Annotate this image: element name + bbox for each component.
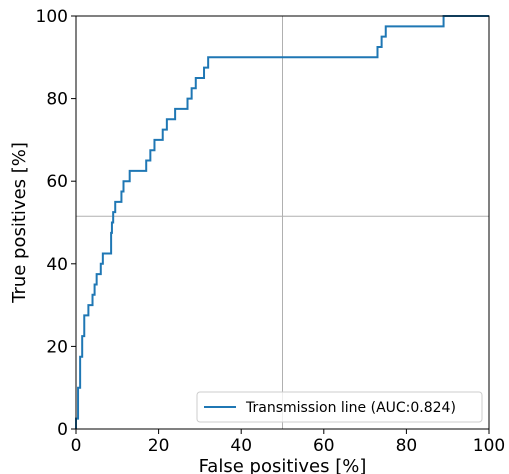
series-line [75,15,489,429]
x-tick-label: 20 [148,436,170,456]
x-tick-label: 40 [230,436,252,456]
legend: Transmission line (AUC:0.824) [196,391,483,423]
y-tick-label: 40 [46,255,68,275]
x-tick-label: 60 [313,436,335,456]
plot-frame [75,15,490,430]
x-tick-label: 100 [473,436,505,456]
y-tick-label: 60 [46,172,68,192]
y-tick-label: 0 [57,420,68,440]
y-axis-label: True positives [%] [9,142,30,304]
y-tick-label: 100 [36,7,68,27]
grid-lines [76,16,489,429]
legend-entry-label: Transmission line (AUC:0.824) [245,400,456,416]
axis-ticks: 0 20 40 60 80 100 0 20 40 60 80 100 [36,7,506,456]
legend-box [196,391,483,423]
x-tick-label: 0 [71,436,82,456]
y-tick-label: 80 [46,90,68,110]
x-tick-label: 80 [396,436,418,456]
x-axis-label: False positives [%] [199,456,367,474]
series-layer [75,15,489,429]
y-tick-label: 20 [46,337,68,357]
